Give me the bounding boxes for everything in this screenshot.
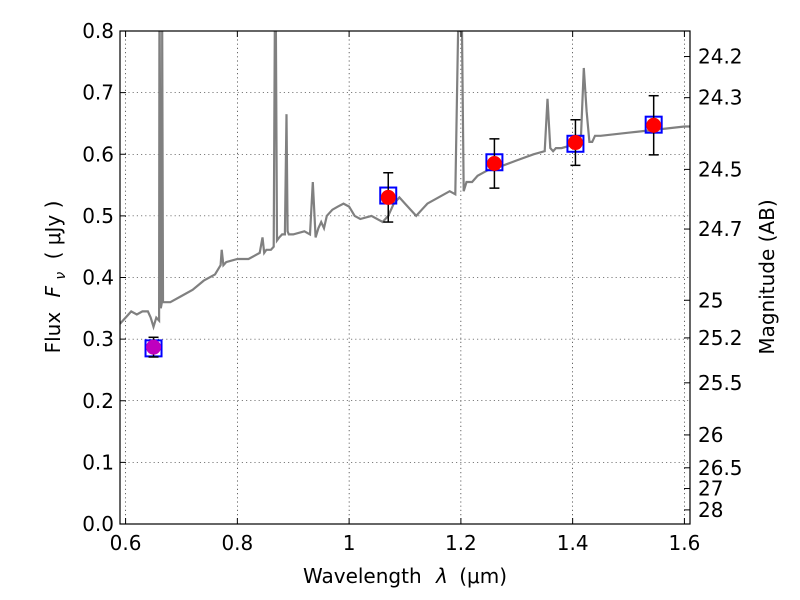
y2-tick-label: 24.3 — [698, 86, 743, 110]
y2-tick-label: 26 — [698, 423, 723, 447]
observed-flux-point — [380, 189, 396, 205]
y-tick-label: 0.5 — [82, 204, 114, 228]
photometry-point — [144, 336, 163, 358]
photometry-point — [379, 171, 398, 223]
y2-tick-label: 25.2 — [698, 326, 743, 350]
x-tick-label: 0.6 — [110, 531, 142, 555]
x-axis-unit: (μm) — [459, 564, 507, 588]
observed-flux-point — [646, 117, 662, 133]
plot-frame — [119, 30, 691, 525]
y-tick-label: 0.3 — [82, 327, 114, 351]
observed-flux-point — [146, 339, 162, 355]
x-tick-label: 1.2 — [445, 531, 477, 555]
x-axis-symbol: λ — [435, 564, 448, 588]
y-axis-label-text: Flux — [41, 312, 65, 354]
x-axis-label: Wavelength λ (μm) — [303, 564, 507, 588]
y-tick-label: 0.8 — [82, 19, 114, 43]
grid-lines — [120, 30, 690, 525]
y-tick-label: 0.4 — [82, 266, 114, 290]
y-tick-label: 0.7 — [82, 81, 114, 105]
observed-flux-point — [567, 135, 583, 151]
y-tick-label: 0.2 — [82, 389, 114, 413]
plot-area — [120, 31, 690, 331]
y2-tick-label: 26.5 — [698, 456, 743, 480]
x-tick-label: 0.8 — [221, 531, 253, 555]
y-tick-label: 0.1 — [82, 450, 114, 474]
observed-flux-point — [486, 155, 502, 171]
y2-tick-label: 24.7 — [698, 217, 743, 241]
y2-tick-label: 27 — [698, 477, 723, 501]
y2-tick-label: 24.2 — [698, 45, 743, 69]
y2-tick-label: 28 — [698, 498, 723, 522]
axis-ticks: 0.6 0.8 1 1.2 1.4 1.6 0.0 0.1 0.2 0.3 0.4 0.5 0.6 0.7… — [82, 19, 742, 555]
y2-tick-label: 24.5 — [698, 157, 743, 181]
y-axis-unit: ( μJy ) — [41, 201, 65, 260]
y-axis-label: Flux F ν ( μJy ) — [41, 201, 70, 354]
x-tick-label: 1.4 — [557, 531, 589, 555]
photometry-point — [566, 118, 585, 167]
y2-tick-label: 25.5 — [698, 371, 743, 395]
y-tick-label: 0.0 — [82, 512, 114, 536]
x-axis-label-text: Wavelength — [303, 564, 422, 588]
right-axis-label: Magnitude (AB) — [755, 199, 779, 354]
x-tick-label: 1 — [343, 531, 356, 555]
y-tick-label: 0.6 — [82, 142, 114, 166]
photometry-point — [644, 94, 663, 156]
y2-tick-label: 25 — [698, 288, 723, 312]
y-axis-subscript: ν — [53, 272, 69, 280]
spectrum-line — [120, 31, 690, 331]
photometry-points — [144, 94, 663, 358]
photometry-point — [485, 138, 504, 189]
x-tick-label: 1.6 — [669, 531, 701, 555]
y-axis-symbol: F — [41, 285, 65, 297]
